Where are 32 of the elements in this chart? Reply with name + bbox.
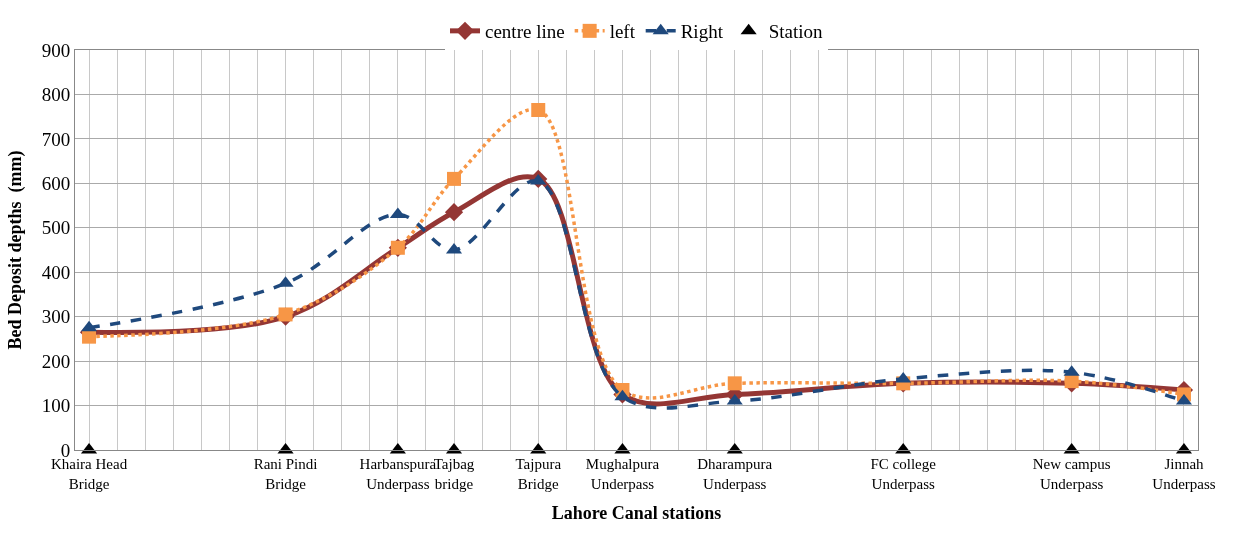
x-tick-label: New campus Underpass xyxy=(1032,456,1111,492)
point xyxy=(895,371,912,383)
y-tick-label: 200 xyxy=(41,350,71,372)
x-tick-label: Tajpura Bridge xyxy=(515,456,562,492)
x-tick-label: Khaira Head Bridge xyxy=(50,456,128,492)
y-tick-label: 600 xyxy=(41,172,71,194)
legend-label: Station xyxy=(768,21,823,43)
x-axis-title: Lahore Canal stations xyxy=(551,502,722,523)
point xyxy=(531,103,546,117)
x-tick-label: Jinnah Underpass xyxy=(1152,456,1216,492)
y-tick-label: 300 xyxy=(41,306,71,328)
y-tick-label: 800 xyxy=(41,84,71,106)
y-axis-title: Bed Deposit depths (mm) xyxy=(4,150,26,350)
point xyxy=(82,329,97,344)
y-tick-label: 900 xyxy=(41,39,71,61)
point xyxy=(727,376,742,391)
x-tick-label: FC college Underpass xyxy=(870,456,937,492)
point xyxy=(614,389,631,401)
legend-label: centre line xyxy=(485,21,565,43)
x-tick-label: Dharampura Underpass xyxy=(697,456,773,492)
x-tick-label: Mughalpura Underpass xyxy=(585,456,660,492)
point xyxy=(444,203,464,222)
point xyxy=(278,307,293,322)
y-tick-label: 100 xyxy=(41,395,71,417)
x-tick-label: Rani Pindi Bridge xyxy=(253,456,318,492)
y-tick-label: 700 xyxy=(41,128,71,150)
legend-label: left xyxy=(609,21,636,43)
legend-label: Right xyxy=(680,21,724,43)
y-tick-label: 400 xyxy=(41,261,71,283)
y-tick-label: 500 xyxy=(41,217,71,239)
point xyxy=(447,171,462,186)
x-tick-label: Tajbag bridge xyxy=(433,456,475,492)
